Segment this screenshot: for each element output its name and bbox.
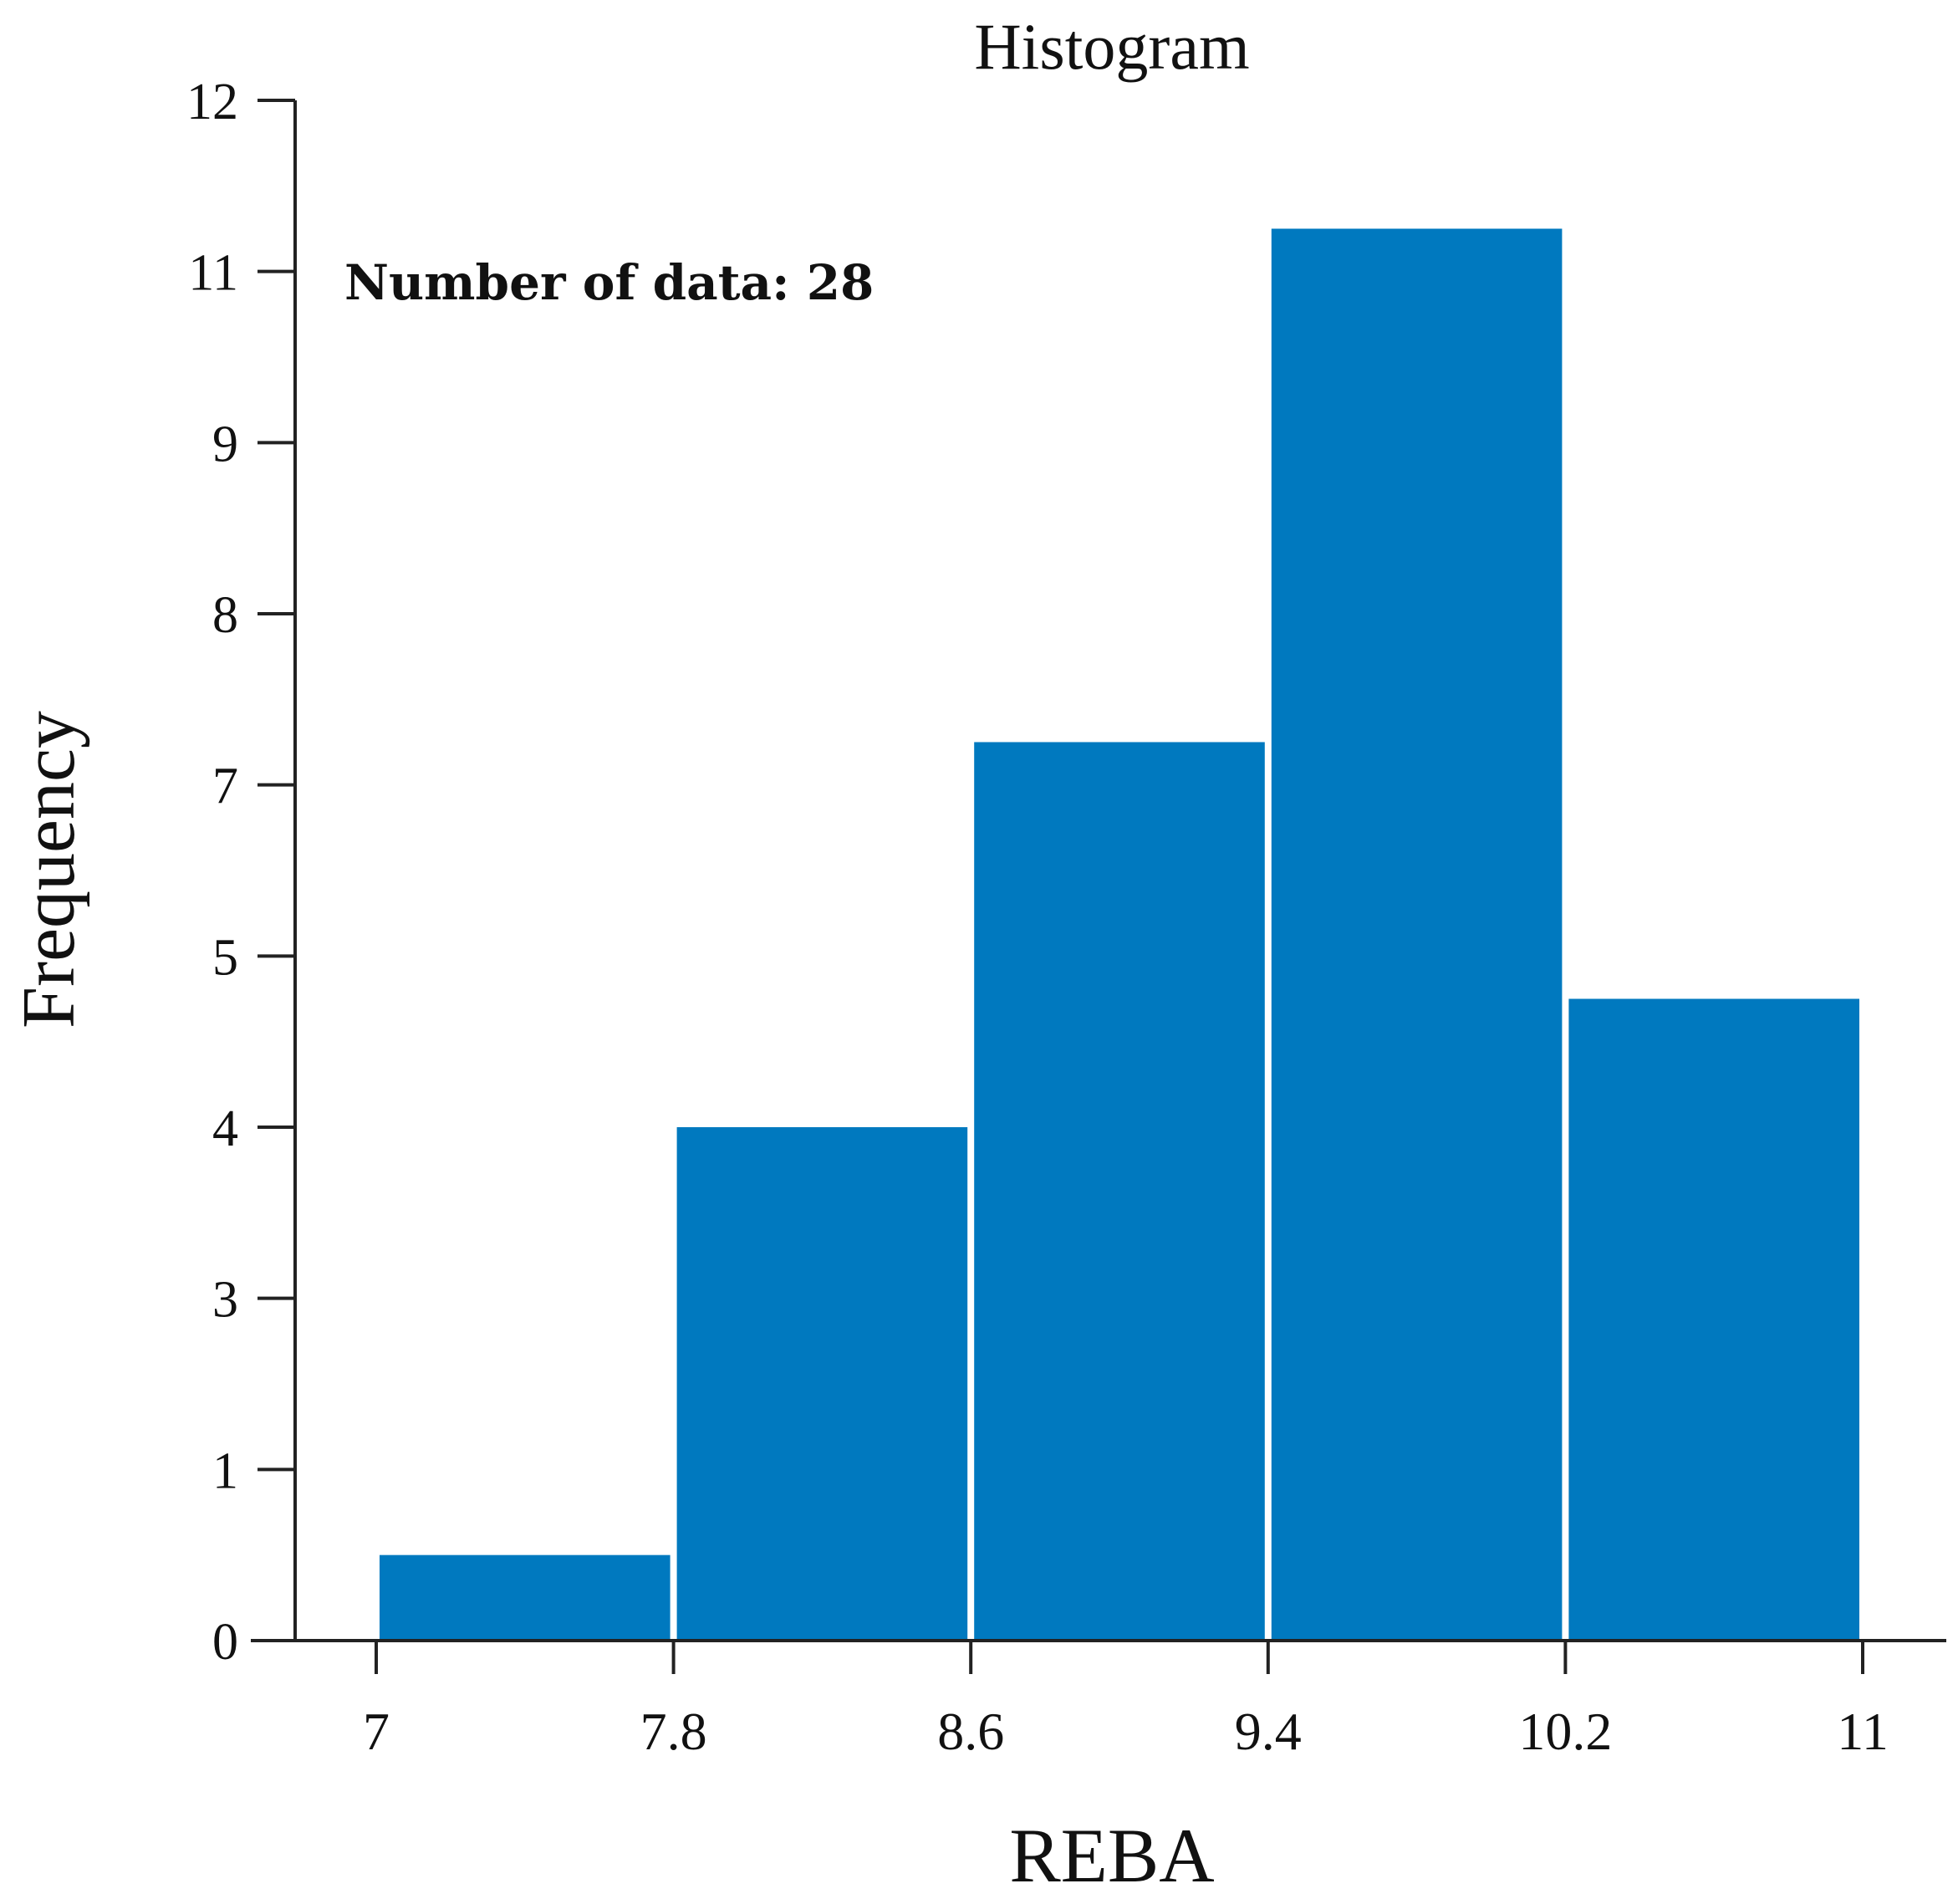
y-tick-label: 9 (212, 416, 238, 472)
histogram-bar-5 (1568, 998, 1859, 1641)
x-tick-label: 7.8 (640, 1702, 707, 1761)
x-tick-label: 11 (1837, 1702, 1889, 1761)
y-tick-label: 12 (186, 74, 238, 130)
y-tick-label: 3 (212, 1272, 238, 1329)
x-tick-label: 9.4 (1235, 1702, 1302, 1761)
y-axis-label: Frequency (8, 711, 90, 1029)
x-tick-label: 7 (363, 1702, 390, 1761)
histogram-bar-2 (676, 1127, 968, 1641)
x-axis-label: REBA (1009, 1813, 1214, 1898)
histogram-bar-4 (1271, 228, 1563, 1641)
y-tick-label: 7 (212, 758, 238, 815)
y-tick-label: 5 (212, 929, 238, 986)
x-tick-label: 8.6 (937, 1702, 1004, 1761)
histogram-bar-1 (380, 1554, 671, 1641)
y-tick-label: 1 (212, 1442, 238, 1499)
data-count-annotation: Number of data: 28 (344, 254, 874, 311)
x-tick-label: 10.2 (1518, 1702, 1612, 1761)
y-tick-label: 0 (212, 1614, 238, 1671)
axes-group: 0 1 3 4 5 7 8 9 11 12 7 7.8 8.6 9.4 10.2 11 (186, 74, 1946, 1761)
y-tick-label: 8 (212, 587, 238, 644)
chart-title: Histogram (974, 10, 1249, 83)
y-tick-label: 11 (188, 245, 238, 302)
histogram-bar-3 (974, 742, 1265, 1641)
y-tick-label: 4 (212, 1100, 238, 1157)
bars-group (380, 228, 1859, 1641)
